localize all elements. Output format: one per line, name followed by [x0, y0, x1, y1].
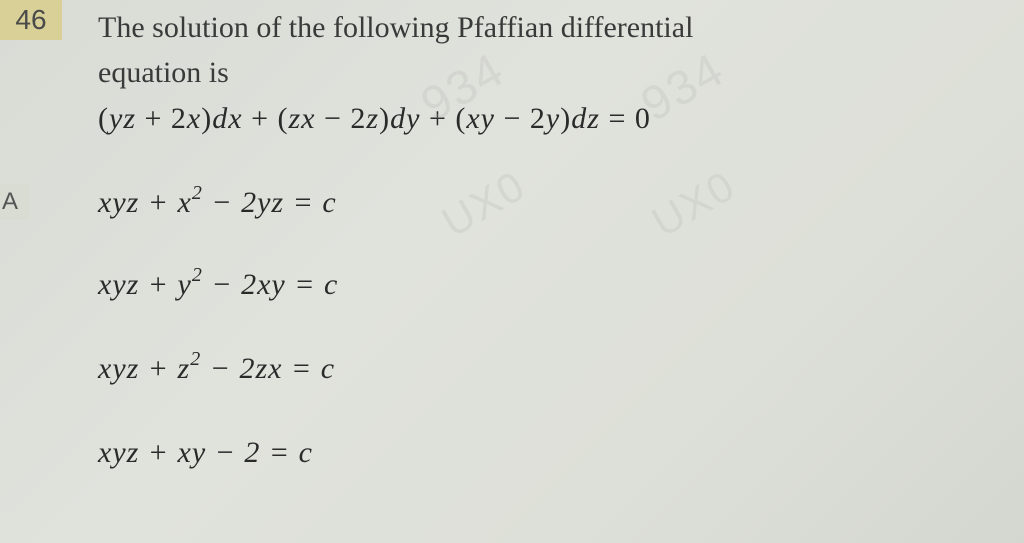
- option-d-text: xyz + xy − 2 = c: [98, 436, 313, 469]
- question-number: 46: [15, 4, 46, 36]
- question-page: 46 The solution of the following Pfaffia…: [0, 0, 1024, 543]
- option-a-post: − 2yz = c: [203, 186, 337, 219]
- pfaffian-equation: (yz + 2x)dx + (zx − 2z)dy + (xy − 2y)dz …: [98, 102, 651, 136]
- prompt-line-2: equation is: [98, 56, 229, 89]
- option-c-sup: 2: [190, 348, 201, 370]
- option-b-pre: xyz + y: [98, 268, 192, 301]
- question-number-badge: 46: [0, 0, 62, 40]
- option-c-pre: xyz + z: [98, 352, 190, 385]
- label-a-text: A: [2, 188, 18, 216]
- watermark-4: UX0: [644, 161, 744, 246]
- watermark-3: UX0: [434, 161, 534, 246]
- option-a-sup: 2: [192, 182, 203, 204]
- option-a[interactable]: xyz + x2 − 2yz = c: [98, 184, 337, 220]
- option-a-pre: xyz + x: [98, 186, 192, 219]
- option-b[interactable]: xyz + y2 − 2xy = c: [98, 266, 338, 302]
- question-prompt: The solution of the following Pfaffian d…: [98, 5, 998, 95]
- option-d[interactable]: xyz + xy − 2 = c: [98, 436, 313, 470]
- option-b-post: − 2xy = c: [203, 268, 338, 301]
- option-c-post: − 2zx = c: [201, 352, 335, 385]
- option-c[interactable]: xyz + z2 − 2zx = c: [98, 350, 335, 386]
- prompt-line-1: The solution of the following Pfaffian d…: [98, 11, 693, 44]
- option-label-a[interactable]: A: [0, 184, 30, 220]
- option-b-sup: 2: [192, 264, 203, 286]
